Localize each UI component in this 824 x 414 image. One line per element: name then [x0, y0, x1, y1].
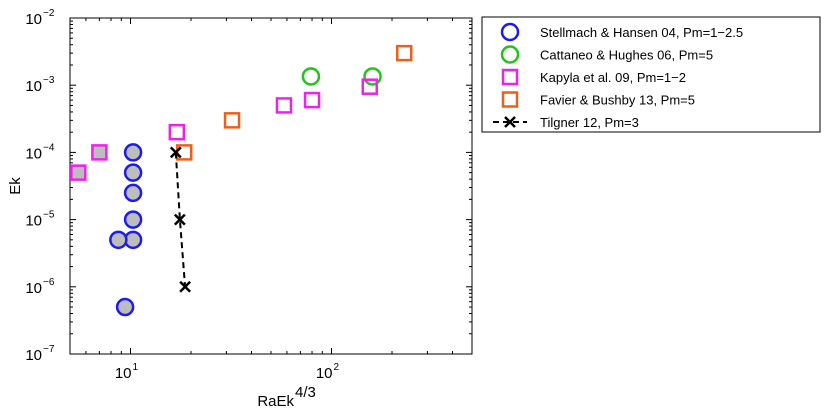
- legend-entry: Tilgner 12, Pm=3: [493, 115, 639, 130]
- data-point: [123, 143, 143, 162]
- data-point: [301, 67, 321, 86]
- data-point: [123, 183, 143, 203]
- data-point: [115, 297, 135, 317]
- data-point: [223, 112, 241, 129]
- x-tick-label: 10: [115, 365, 132, 382]
- y-tick-exponent: −4: [43, 142, 55, 153]
- legend-label: Cattaneo & Hughes 06, Pm=5: [540, 48, 713, 63]
- x-axis-label: RaEk: [257, 393, 294, 410]
- data-point: [363, 67, 382, 86]
- data-point: [169, 146, 182, 159]
- legend-entry: Cattaneo & Hughes 06, Pm=5: [500, 45, 713, 64]
- legend-marker: [501, 91, 519, 108]
- data-point: [179, 280, 192, 293]
- legend: Stellmach & Hansen 04, Pm=1−2.5 Cattaneo …: [481, 16, 821, 133]
- y-tick-label: 10: [25, 78, 42, 95]
- y-tick-exponent: −6: [43, 277, 55, 288]
- legend-entry: Favier & Bushby 13, Pm=5: [501, 91, 695, 108]
- x-marker-stroke: [173, 213, 186, 226]
- x-marker-stroke: [169, 146, 182, 159]
- plot-area: 10 −710 −610 −510 −410 −310 −210 1 10 2: [25, 8, 473, 382]
- legend-box: [481, 16, 821, 133]
- data-point: [275, 97, 293, 114]
- data-point: [123, 210, 143, 229]
- legend-label: Stellmach & Hansen 04, Pm=1−2.5: [540, 25, 743, 40]
- legend-marker: [500, 22, 520, 42]
- legend-marker: [500, 45, 520, 64]
- data-point: [361, 78, 379, 95]
- legend-label: Favier & Bushby 13, Pm=5: [540, 93, 695, 108]
- x-marker-stroke: [504, 116, 516, 128]
- axis-ticks: 10 −710 −610 −510 −410 −310 −210 1 10 2: [25, 8, 473, 382]
- y-tick-exponent: −5: [43, 210, 55, 221]
- data-marks: [70, 44, 413, 317]
- x-tick-label: 10: [316, 365, 333, 382]
- series-line: [174, 152, 187, 287]
- series-1: [301, 67, 382, 86]
- data-point: [123, 163, 143, 182]
- y-tick-label: 10: [25, 11, 42, 28]
- legend-marker: [501, 68, 519, 86]
- legend-entry: Stellmach & Hansen 04, Pm=1−2.5: [500, 22, 743, 42]
- y-tick-label: 10: [25, 280, 42, 297]
- series-2: [70, 78, 379, 181]
- series-0: [109, 143, 143, 317]
- legend-label: Kapyla et al. 09, Pm=1−2: [540, 70, 686, 85]
- data-point: [70, 164, 87, 181]
- y-tick-exponent: −3: [43, 75, 55, 86]
- y-tick-label: 10: [25, 145, 42, 162]
- data-point: [395, 44, 413, 62]
- x-tick-exponent: 2: [334, 362, 340, 373]
- data-point: [303, 91, 321, 109]
- y-tick-label: 10: [25, 213, 42, 230]
- data-point: [109, 230, 128, 250]
- x-marker-stroke: [179, 280, 192, 293]
- x-axis-label-superscript: 4/3: [295, 384, 316, 401]
- legend-marker: [504, 116, 516, 128]
- x-tick-exponent: 1: [133, 362, 139, 373]
- legend-label: Tilgner 12, Pm=3: [540, 115, 639, 130]
- data-point: [91, 144, 108, 161]
- y-tick-exponent: −7: [43, 344, 55, 355]
- data-point: [168, 123, 186, 141]
- y-axis-label: Ek: [7, 177, 24, 195]
- y-tick-label: 10: [25, 347, 42, 364]
- data-point: [173, 213, 186, 226]
- y-tick-exponent: −2: [43, 8, 55, 19]
- legend-entry: Kapyla et al. 09, Pm=1−2: [501, 68, 686, 86]
- series-4: [169, 146, 192, 293]
